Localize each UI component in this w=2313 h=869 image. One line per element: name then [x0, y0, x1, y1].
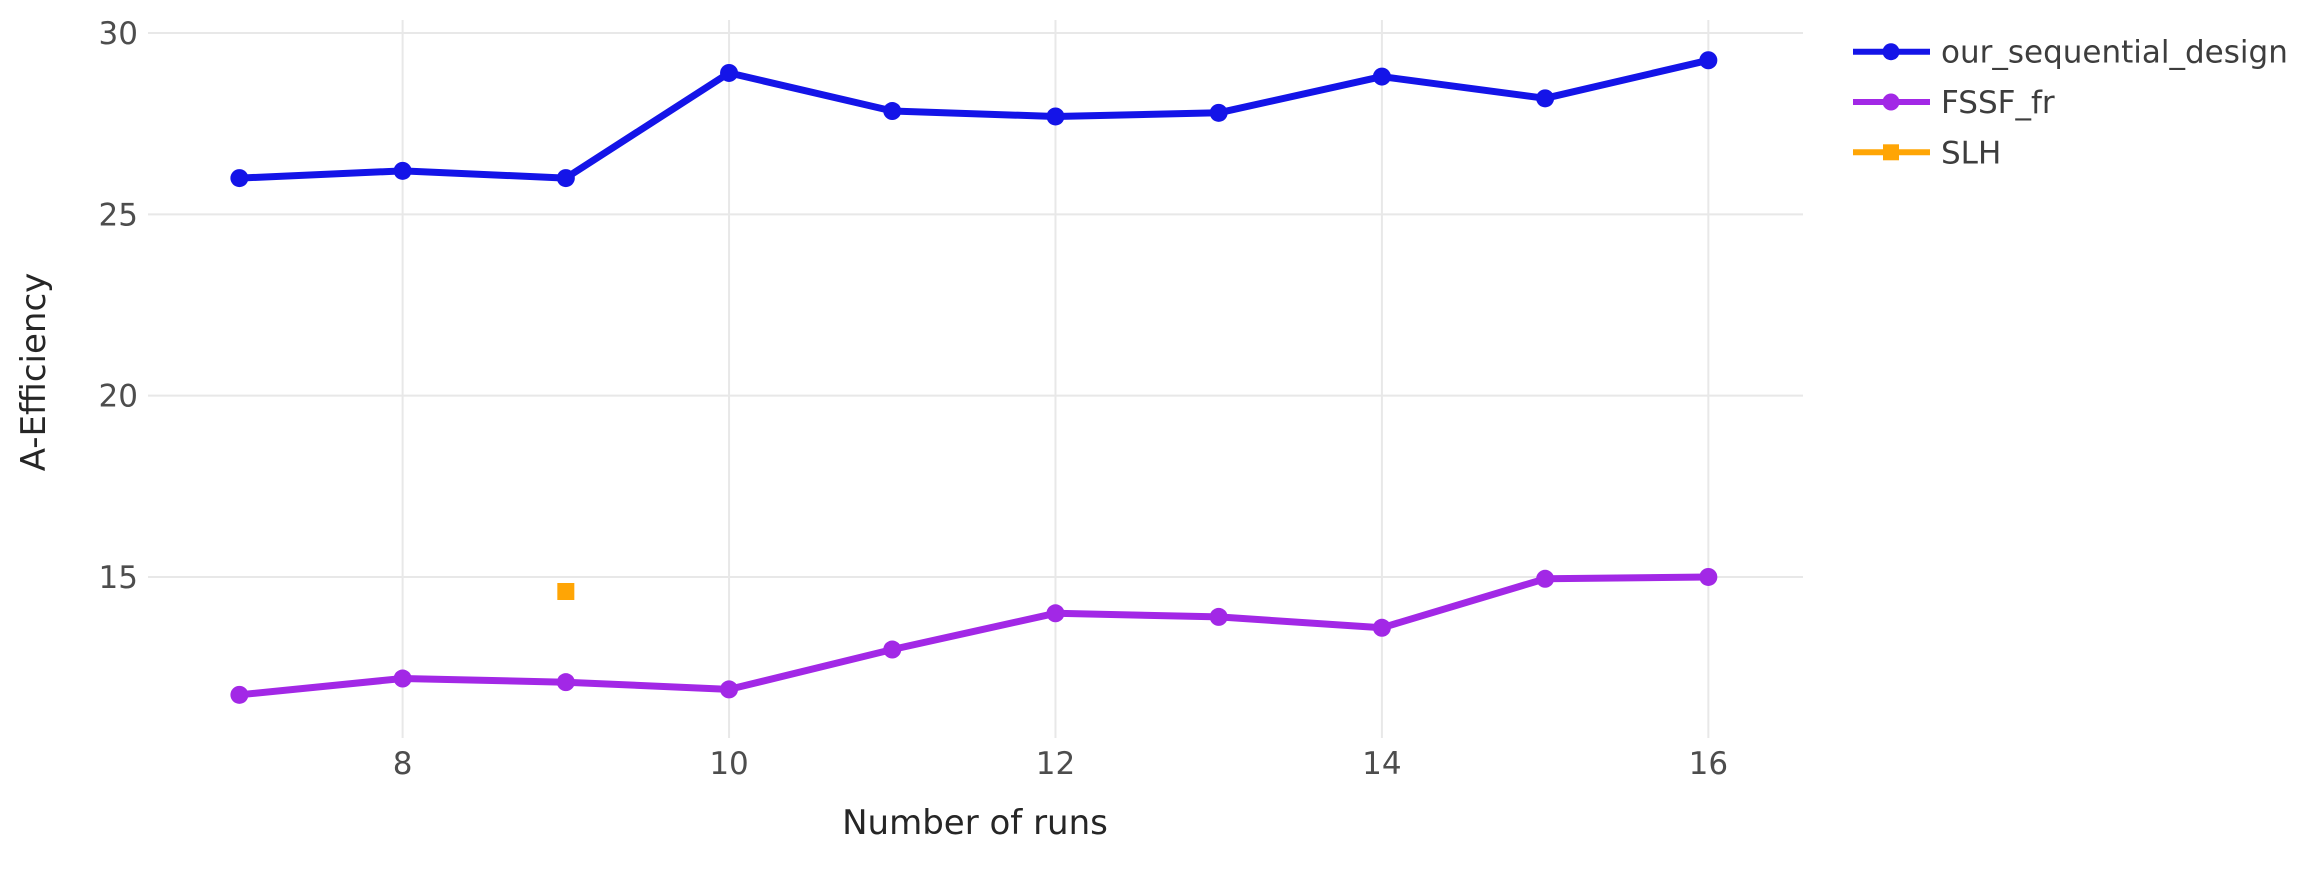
data-point-FSSF_fr — [1536, 569, 1555, 588]
x-tick-label: 10 — [709, 746, 748, 782]
legend: our_sequential_design FSSF_fr SLH — [1853, 35, 2288, 171]
data-point-our_sequential_design — [1536, 89, 1555, 108]
y-tick-labels: 15 20 25 30 — [99, 16, 138, 596]
legend-marker-square — [1883, 144, 1899, 161]
data-point-FSSF_fr — [230, 685, 249, 704]
y-tick-label: 15 — [99, 560, 138, 596]
x-axis-title: Number of runs — [842, 803, 1108, 843]
x-tick-label: 8 — [393, 746, 413, 782]
data-point-FSSF_fr — [1372, 618, 1391, 637]
data-point-FSSF_fr — [1699, 567, 1718, 586]
data-point-our_sequential_design — [393, 161, 412, 180]
data-point-our_sequential_design — [1046, 107, 1065, 126]
data-point-our_sequential_design — [556, 169, 575, 188]
series-line-FSSF_fr — [239, 573, 1709, 699]
data-point-our_sequential_design — [1209, 103, 1228, 122]
x-tick-labels: 8 10 12 14 16 — [393, 746, 1728, 782]
x-tick-label: 14 — [1362, 746, 1401, 782]
data-point-FSSF_fr — [1209, 607, 1228, 626]
y-tick-label: 20 — [99, 379, 138, 415]
y-tick-label: 25 — [99, 197, 138, 233]
y-tick-label: 30 — [99, 16, 138, 52]
data-point-FSSF_fr — [556, 673, 575, 692]
x-tick-label: 16 — [1689, 746, 1728, 782]
legend-label: FSSF_fr — [1941, 85, 2055, 121]
data-point-FSSF_fr — [393, 669, 412, 688]
y-axis-title: A-Efficiency — [14, 273, 54, 472]
data-point-FSSF_fr — [1046, 604, 1065, 623]
data-point-FSSF_fr — [883, 640, 902, 659]
data-point-our_sequential_design — [720, 63, 739, 82]
x-tick-label: 12 — [1036, 746, 1075, 782]
legend-entry-our_sequential_design: our_sequential_design — [1853, 35, 2288, 71]
series-layer — [230, 51, 1718, 704]
data-point-FSSF_fr — [720, 680, 739, 699]
legend-label: our_sequential_design — [1941, 35, 2288, 71]
data-point-SLH — [557, 582, 575, 600]
legend-entry-SLH: SLH — [1853, 135, 2001, 171]
legend-entry-FSSF_fr: FSSF_fr — [1853, 85, 2055, 121]
data-point-our_sequential_design — [1372, 67, 1391, 86]
gridlines — [148, 20, 1803, 738]
legend-marker-circle — [1882, 43, 1900, 61]
data-point-our_sequential_design — [230, 169, 249, 188]
legend-marker-circle — [1882, 93, 1900, 111]
legend-label: SLH — [1941, 135, 2001, 171]
data-point-our_sequential_design — [1699, 51, 1718, 70]
series-line-our_sequential_design — [239, 56, 1710, 182]
data-point-our_sequential_design — [883, 102, 902, 121]
